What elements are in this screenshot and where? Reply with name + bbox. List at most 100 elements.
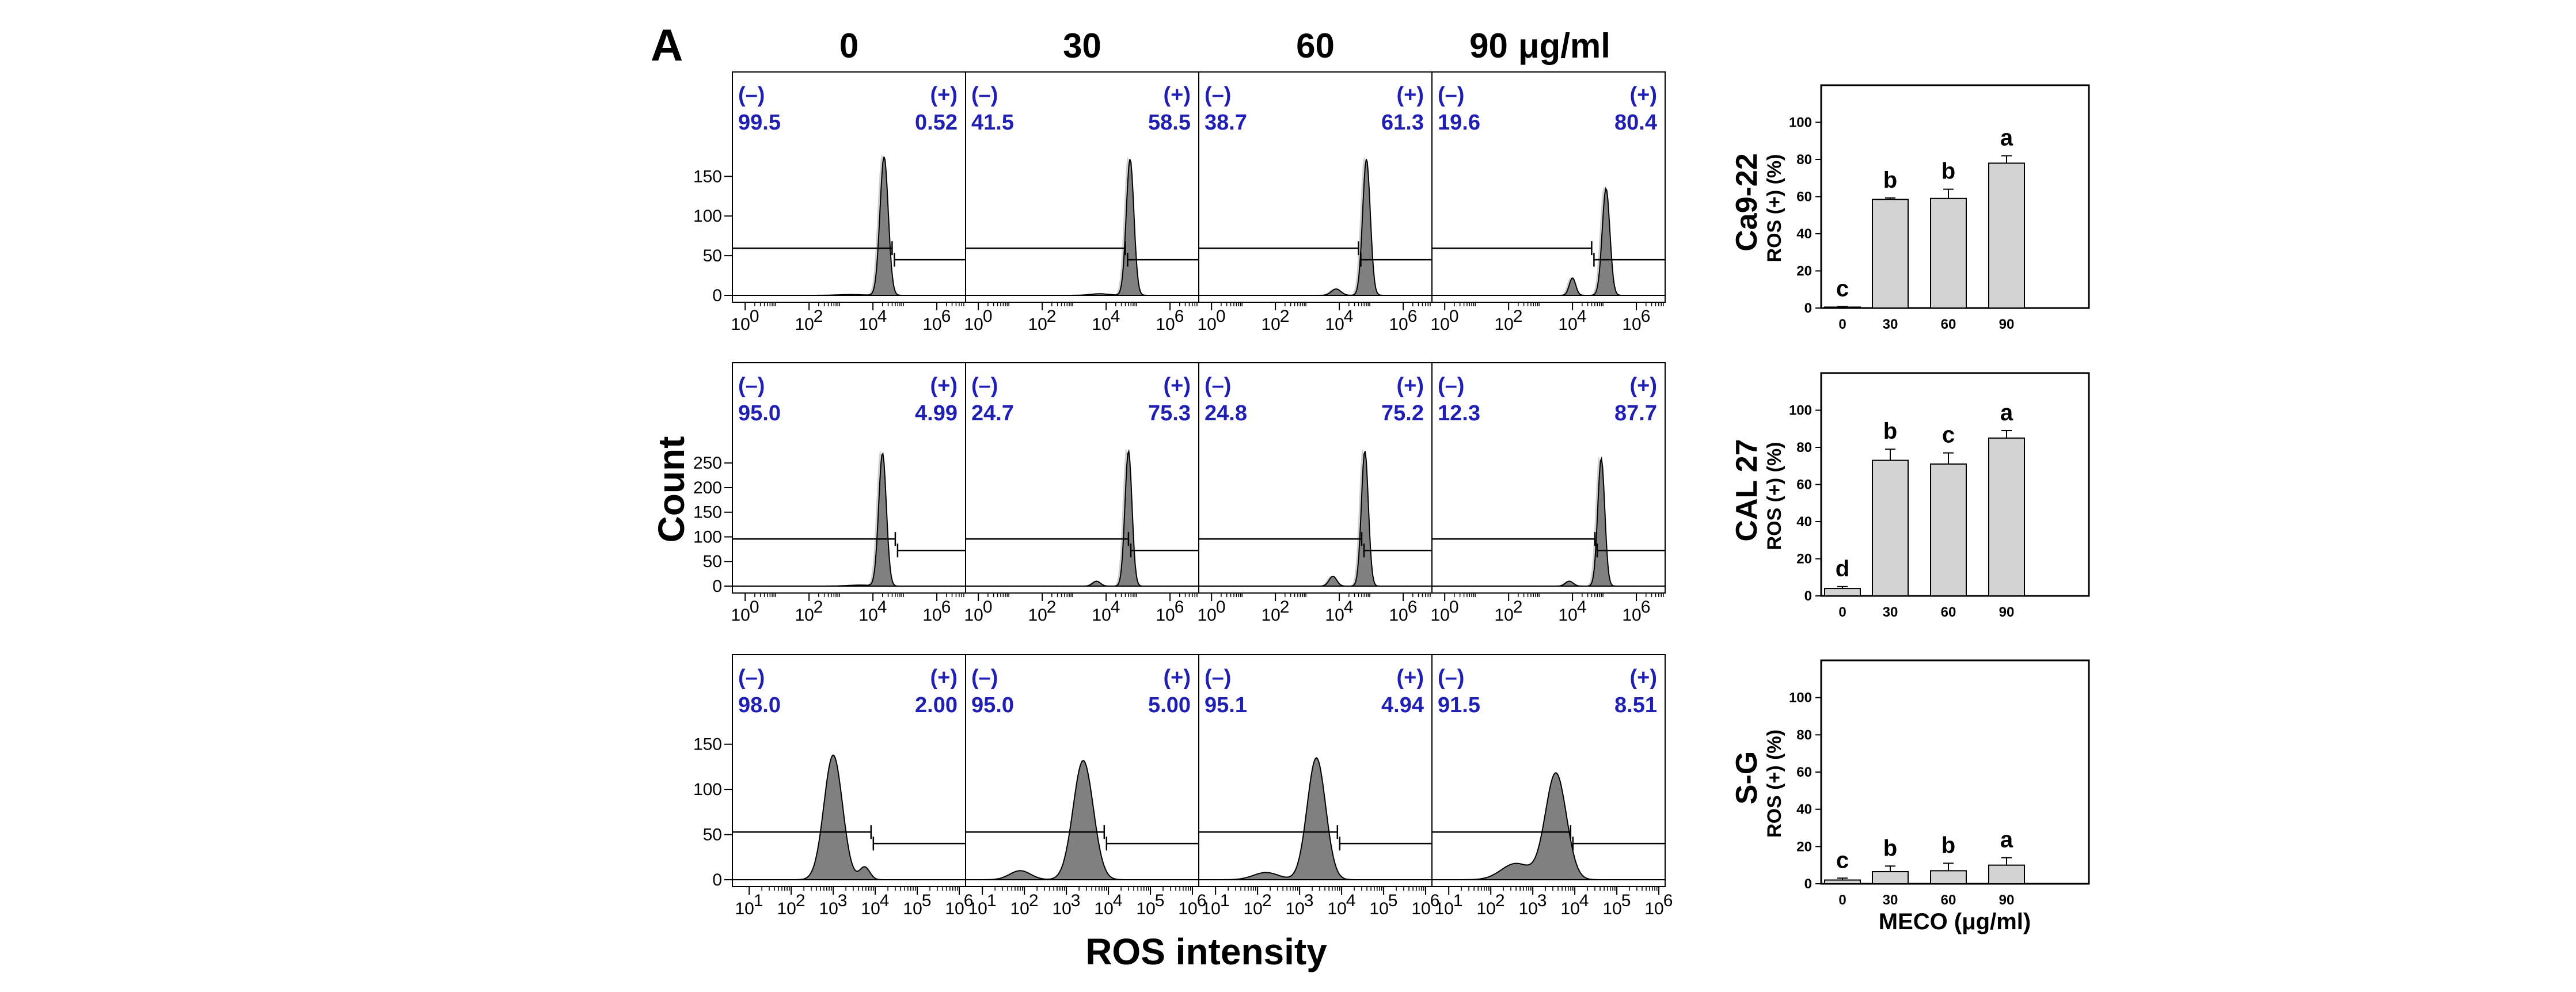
x-tick-exponent: 6 — [1641, 307, 1651, 326]
y-tick-label: 200 — [693, 478, 722, 497]
x-tick-exponent: 6 — [1197, 891, 1207, 910]
positive-percent: 75.2 — [1381, 401, 1424, 425]
x-tick-label: 10 — [1622, 315, 1641, 334]
bar-y-tick-label: 80 — [1796, 440, 1812, 455]
x-tick-label: 10 — [1178, 899, 1197, 918]
x-tick-exponent: 4 — [1344, 598, 1354, 617]
histogram-curve — [732, 754, 966, 880]
bar-y-tick-label: 20 — [1796, 839, 1812, 854]
gate-negative-label: (–) — [1438, 83, 1464, 107]
bar-y-axis-label: ROS (+) (%) — [1764, 154, 1785, 263]
x-tick-label: 10 — [1431, 315, 1450, 334]
histogram-panel: 101 102 103 104 105 106(–) (+)95.0 5.00 — [965, 654, 1207, 918]
positive-percent: 58.5 — [1148, 111, 1191, 135]
x-tick-exponent: 4 — [1346, 891, 1356, 910]
bar-x-tick-label: 30 — [1883, 317, 1898, 332]
negative-percent: 12.3 — [1438, 401, 1480, 425]
x-tick-exponent: 3 — [838, 891, 848, 910]
x-tick-label: 10 — [1435, 899, 1454, 918]
histogram-curve — [1199, 159, 1432, 296]
negative-percent: 41.5 — [971, 111, 1014, 135]
y-tick-label: 50 — [703, 826, 722, 845]
x-tick-exponent: 0 — [750, 307, 759, 326]
x-tick-label: 10 — [1622, 606, 1641, 625]
x-tick-exponent: 0 — [750, 598, 759, 617]
x-tick-exponent: 6 — [1175, 598, 1184, 617]
x-tick-label: 10 — [1476, 899, 1495, 918]
x-tick-label: 10 — [1518, 899, 1537, 918]
gate-negative-label: (–) — [738, 374, 765, 398]
negative-percent: 99.5 — [738, 111, 781, 135]
bar-y-axis-label: ROS (+) (%) — [1764, 442, 1785, 550]
x-tick-exponent: 4 — [1344, 307, 1354, 326]
gate-negative-label: (–) — [738, 83, 765, 107]
positive-percent: 87.7 — [1614, 401, 1657, 425]
y-tick-label: 250 — [693, 454, 722, 473]
x-tick-label: 10 — [777, 899, 796, 918]
x-tick-label: 10 — [1558, 315, 1577, 334]
histogram-panel: 101 102 103 104 105 106(–) (+)91.5 8.51 — [1431, 654, 1673, 918]
x-tick-label: 10 — [964, 606, 983, 625]
histogram-curve — [1199, 451, 1432, 587]
x-tick-exponent: 0 — [983, 598, 993, 617]
gate-negative-label: (–) — [1205, 666, 1231, 690]
histogram-overlay — [1430, 456, 1663, 586]
histogram-curve — [1432, 187, 1665, 296]
negative-percent: 19.6 — [1438, 111, 1480, 135]
bar — [1930, 463, 1967, 597]
x-tick-exponent: 4 — [1577, 307, 1587, 326]
gate-negative-label: (–) — [1205, 374, 1231, 398]
histogram-panel: 100 102 104 106(–) (+)38.7 61.3 — [1196, 71, 1433, 334]
bar-y-tick-label: 80 — [1796, 152, 1812, 168]
gate-positive-label: (+) — [1630, 83, 1658, 107]
x-tick-exponent: 2 — [1495, 891, 1505, 910]
positive-percent: 0.52 — [915, 111, 958, 135]
x-tick-label: 10 — [1052, 899, 1071, 918]
bar-y-tick-label: 100 — [1789, 403, 1812, 419]
x-tick-exponent: 4 — [1579, 891, 1589, 910]
bar-y-tick-label: 100 — [1789, 115, 1812, 131]
x-tick-label: 10 — [731, 315, 750, 334]
bar-y-tick-label: 0 — [1804, 876, 1812, 892]
negative-percent: 91.5 — [1438, 693, 1480, 717]
y-tick-label: 50 — [703, 246, 722, 265]
x-tick-label: 10 — [1494, 606, 1513, 625]
gate-negative-label: (–) — [971, 83, 998, 107]
x-tick-exponent: 0 — [1216, 307, 1226, 326]
x-tick-label: 10 — [735, 899, 754, 918]
histogram-panel: 101 102 103 104 105 106(–) (+)98.0 2.00 — [732, 654, 973, 918]
significance-letter: a — [2000, 126, 2013, 151]
x-tick-label: 10 — [922, 315, 941, 334]
bar-chart-2: 0 20 40 60 80 100 ROS (+) (%)S-G c 0 b 30 b 60 a 90 — [1730, 659, 2090, 908]
x-tick-label: 10 — [795, 606, 814, 625]
histogram-overlay — [963, 449, 1196, 586]
negative-percent: 98.0 — [738, 693, 781, 717]
significance-letter: c — [1836, 276, 1849, 301]
x-tick-exponent: 0 — [1216, 598, 1226, 617]
x-tick-exponent: 4 — [877, 598, 887, 617]
x-tick-label: 10 — [1494, 315, 1513, 334]
cell-line-label: Ca9-22 — [1730, 153, 1764, 252]
x-tick-exponent: 2 — [814, 307, 823, 326]
bar-y-tick-label: 60 — [1796, 189, 1812, 205]
x-tick-label: 10 — [1156, 315, 1175, 334]
column-header: 30 — [1063, 26, 1101, 65]
x-tick-exponent: 4 — [1111, 307, 1120, 326]
bar-x-tick-label: 0 — [1838, 605, 1846, 620]
panel-frame — [1431, 71, 1666, 303]
x-tick-label: 10 — [1243, 899, 1262, 918]
x-tick-label: 10 — [1028, 315, 1047, 334]
y-tick-label: 100 — [693, 527, 722, 546]
x-tick-exponent: 6 — [1641, 598, 1651, 617]
significance-letter: d — [1836, 556, 1849, 581]
bar-x-tick-label: 0 — [1838, 892, 1846, 908]
x-tick-label: 10 — [1560, 899, 1579, 918]
x-tick-label: 10 — [1010, 899, 1029, 918]
bar-y-tick-label: 100 — [1789, 690, 1812, 706]
gate-negative-label: (–) — [1438, 666, 1464, 690]
x-tick-label: 10 — [858, 606, 877, 625]
x-tick-label: 10 — [1431, 606, 1450, 625]
histogram-curve — [966, 759, 1199, 880]
